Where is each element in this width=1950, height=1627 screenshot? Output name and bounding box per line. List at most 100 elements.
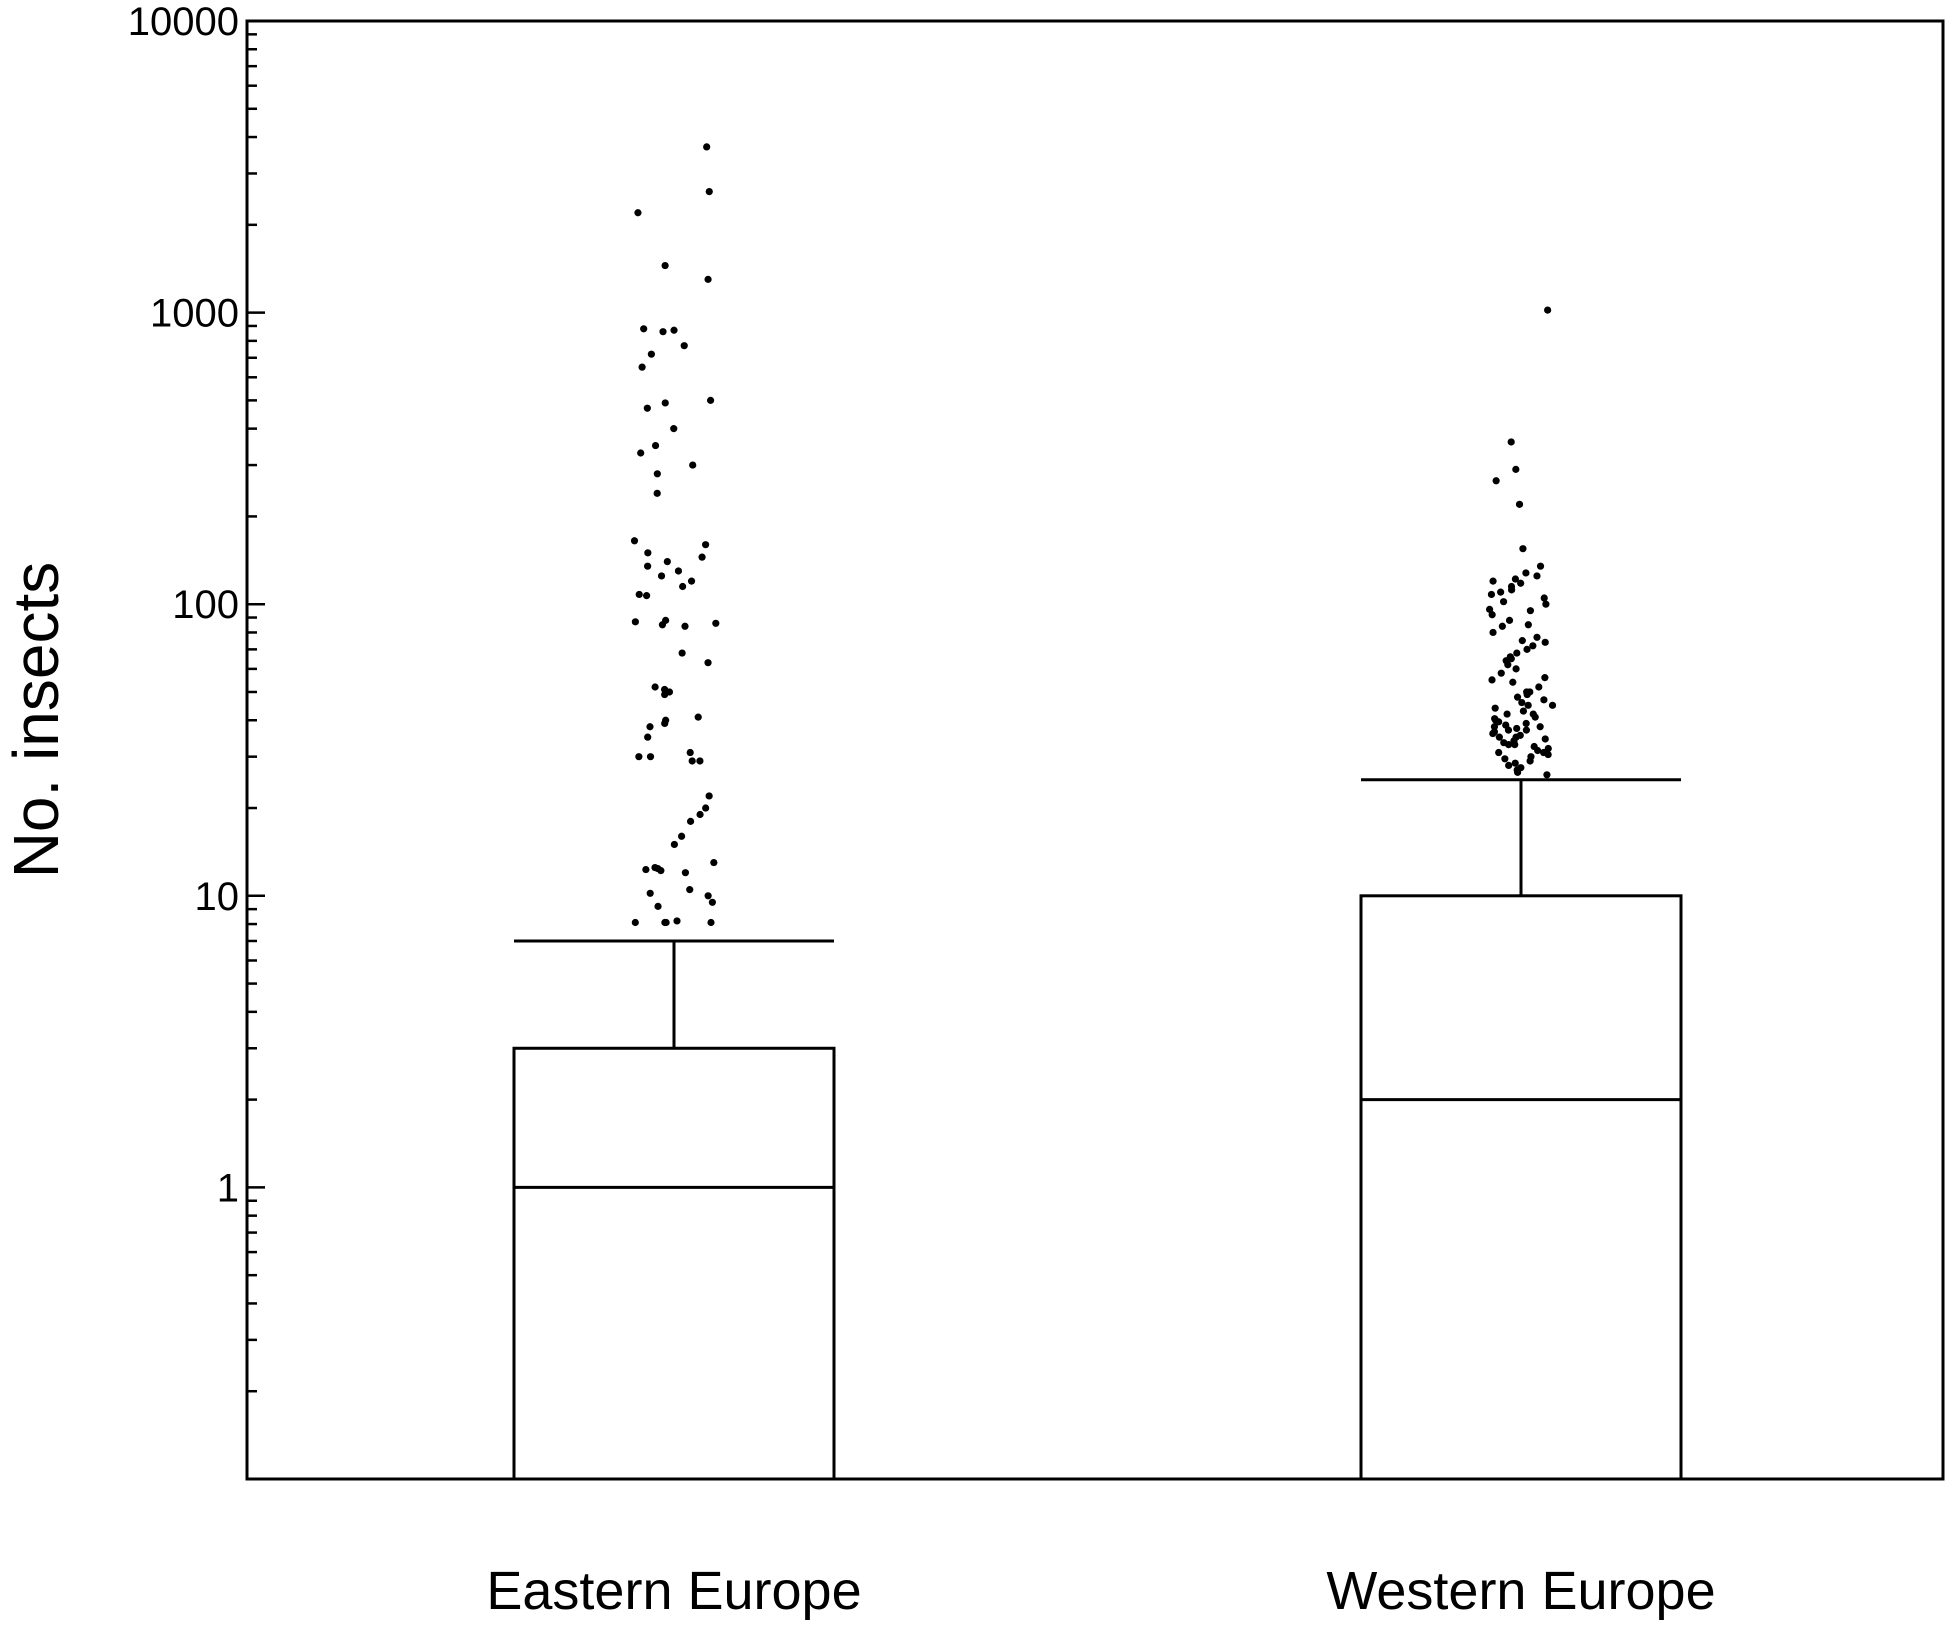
outlier-point xyxy=(1529,642,1537,650)
outlier-point xyxy=(1504,661,1512,669)
outlier-point xyxy=(637,449,645,457)
outlier-point xyxy=(680,342,688,350)
outlier-point xyxy=(1495,718,1503,726)
outlier-point xyxy=(686,817,695,825)
outlier-point xyxy=(1526,688,1534,696)
outlier-point xyxy=(1499,598,1508,606)
outlier-point xyxy=(686,886,694,894)
outlier-point xyxy=(679,582,687,591)
outlier-point xyxy=(1533,633,1541,641)
outlier-point xyxy=(1518,698,1526,707)
outlier-point xyxy=(1519,545,1527,553)
outlier-point xyxy=(647,350,655,358)
outlier-point xyxy=(1522,719,1530,728)
outlier-point xyxy=(686,748,694,757)
outlier-point xyxy=(1524,621,1532,629)
outlier-point xyxy=(706,396,715,404)
outlier-point xyxy=(1488,676,1496,684)
outlier-point xyxy=(1536,723,1544,731)
outlier-point xyxy=(1511,759,1519,767)
outlier-point xyxy=(1511,741,1519,749)
outlier-point xyxy=(681,869,690,877)
outlier-point xyxy=(635,753,643,761)
outlier-point xyxy=(1518,637,1526,645)
outlier-point xyxy=(689,461,697,469)
outlier-point xyxy=(1485,605,1494,613)
outlier-point xyxy=(644,562,652,570)
outlier-point xyxy=(670,326,678,334)
outlier-point xyxy=(687,577,696,585)
outlier-point xyxy=(1511,575,1520,583)
outlier-point xyxy=(1513,649,1521,657)
outlier-point xyxy=(631,918,639,927)
outlier-point xyxy=(1503,710,1511,718)
x-axis-labels: Eastern Europe Western Europe xyxy=(486,1561,1715,1621)
outlier-point xyxy=(1507,438,1515,446)
outlier-point xyxy=(704,892,712,900)
outlier-point xyxy=(1548,701,1557,709)
outlier-point xyxy=(670,425,678,433)
outlier-point xyxy=(694,713,702,721)
outlier-point xyxy=(1515,500,1524,508)
plot-frame xyxy=(245,19,1945,1481)
box-iqr xyxy=(512,1046,836,1481)
outlier-point xyxy=(1507,655,1515,663)
outlier-point xyxy=(1540,594,1548,602)
y-tick-label: 10 xyxy=(195,875,240,919)
outlier-point xyxy=(661,690,669,699)
outlier-point xyxy=(707,918,715,927)
outlier-point xyxy=(662,918,670,927)
outlier-point xyxy=(1542,600,1550,608)
outlier-point xyxy=(653,489,661,497)
outlier-point xyxy=(704,275,712,283)
y-tick-label: 10000 xyxy=(128,0,239,44)
outlier-point xyxy=(696,810,704,819)
outlier-point xyxy=(705,187,713,196)
outlier-point xyxy=(1489,628,1497,637)
outlier-point xyxy=(643,404,651,412)
outlier-point xyxy=(1498,622,1506,630)
outlier-point xyxy=(635,590,643,599)
outlier-point xyxy=(1489,729,1497,738)
outlier-point xyxy=(646,723,654,731)
outlier-point xyxy=(1487,590,1496,599)
outlier-point xyxy=(1531,713,1539,721)
outlier-point xyxy=(673,917,681,925)
outlier-point xyxy=(1517,579,1525,587)
outlier-point xyxy=(1533,572,1541,580)
x-category-label: Western Europe xyxy=(1326,1561,1715,1621)
outlier-point xyxy=(1492,477,1500,485)
outlier-point xyxy=(1512,665,1520,673)
outlier-point xyxy=(1544,306,1552,314)
outlier-point xyxy=(640,325,648,333)
outlier-point xyxy=(646,889,654,897)
outlier-point xyxy=(1540,696,1548,704)
outlier-point xyxy=(638,363,646,371)
y-tick-label: 1 xyxy=(217,1166,239,1210)
outlier-point xyxy=(658,621,667,629)
outlier-point xyxy=(663,557,671,566)
outlier-point xyxy=(1488,611,1496,619)
outlier-point xyxy=(1491,704,1499,712)
outlier-point xyxy=(681,622,689,630)
outlier-point xyxy=(1509,678,1517,686)
outlier-point xyxy=(1541,638,1549,646)
outlier-point xyxy=(1512,465,1520,473)
outlier-point xyxy=(630,537,639,545)
outlier-point xyxy=(657,867,665,875)
outlier-point xyxy=(661,719,669,728)
outlier-point xyxy=(1504,726,1513,734)
box-iqr xyxy=(1359,894,1683,1481)
boxes xyxy=(512,778,1683,1481)
outlier-point xyxy=(702,541,710,549)
outlier-point xyxy=(1505,741,1513,749)
outlier-point xyxy=(1501,755,1509,763)
outlier-point xyxy=(654,902,662,910)
outlier-point xyxy=(1489,577,1497,585)
outlier-point xyxy=(698,553,706,561)
outlier-point xyxy=(696,757,704,765)
outlier-point xyxy=(1513,724,1521,733)
outlier-point xyxy=(1543,771,1551,779)
outlier-point xyxy=(661,261,669,270)
